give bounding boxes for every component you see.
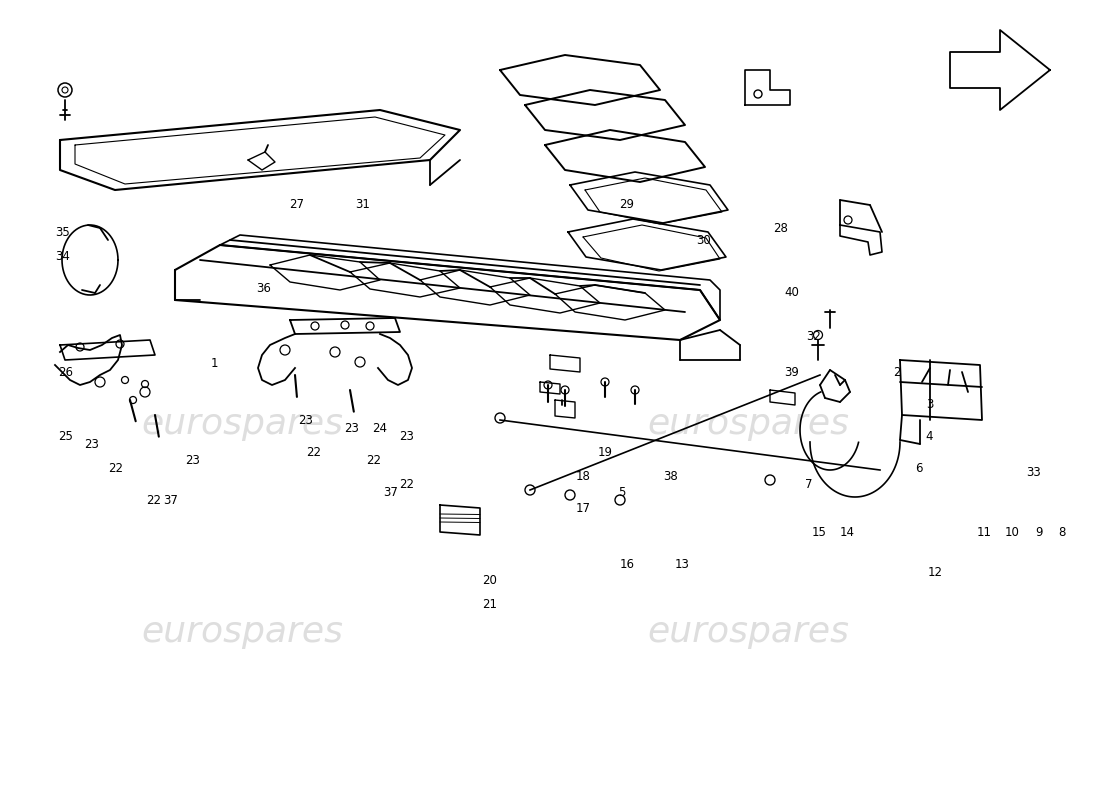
Text: 33: 33 <box>1026 466 1042 478</box>
Text: 35: 35 <box>55 226 70 238</box>
Text: 19: 19 <box>597 446 613 458</box>
Text: eurospares: eurospares <box>141 615 343 649</box>
Text: 12: 12 <box>927 566 943 578</box>
Text: 1: 1 <box>211 358 218 370</box>
Text: 30: 30 <box>696 234 712 246</box>
Text: 23: 23 <box>344 422 360 434</box>
Text: 15: 15 <box>812 526 827 538</box>
Text: 14: 14 <box>839 526 855 538</box>
Text: 4: 4 <box>926 430 933 442</box>
Text: 2: 2 <box>893 366 900 378</box>
Text: 36: 36 <box>256 282 272 294</box>
Text: 9: 9 <box>1036 526 1043 538</box>
Text: 22: 22 <box>399 478 415 490</box>
Text: 37: 37 <box>163 494 178 506</box>
Text: eurospares: eurospares <box>647 615 849 649</box>
Text: 5: 5 <box>618 486 625 498</box>
Text: 37: 37 <box>383 486 398 498</box>
Text: 40: 40 <box>784 286 800 298</box>
Text: 22: 22 <box>108 462 123 474</box>
Text: eurospares: eurospares <box>141 407 343 441</box>
Text: 34: 34 <box>55 250 70 262</box>
Text: 21: 21 <box>482 598 497 610</box>
Text: 23: 23 <box>84 438 99 450</box>
Text: 23: 23 <box>298 414 314 426</box>
Text: 11: 11 <box>977 526 992 538</box>
Text: 6: 6 <box>915 462 922 474</box>
Polygon shape <box>950 30 1050 110</box>
Text: 28: 28 <box>773 222 789 234</box>
Text: 20: 20 <box>482 574 497 586</box>
Text: 22: 22 <box>366 454 382 466</box>
Text: 10: 10 <box>1004 526 1020 538</box>
Text: 8: 8 <box>1058 526 1065 538</box>
Text: 18: 18 <box>575 470 591 482</box>
Text: 3: 3 <box>926 398 933 410</box>
Text: 23: 23 <box>399 430 415 442</box>
Text: eurospares: eurospares <box>647 407 849 441</box>
Text: 22: 22 <box>306 446 321 458</box>
Text: 17: 17 <box>575 502 591 514</box>
Text: 26: 26 <box>58 366 74 378</box>
Text: 16: 16 <box>619 558 635 570</box>
Text: 38: 38 <box>663 470 679 482</box>
Text: 23: 23 <box>185 454 200 466</box>
Text: 31: 31 <box>355 198 371 210</box>
Text: 27: 27 <box>289 198 305 210</box>
Text: 13: 13 <box>674 558 690 570</box>
Text: 32: 32 <box>806 330 822 342</box>
Text: 22: 22 <box>146 494 162 506</box>
Text: 24: 24 <box>372 422 387 434</box>
Text: 25: 25 <box>58 430 74 442</box>
Text: 39: 39 <box>784 366 800 378</box>
Text: 29: 29 <box>619 198 635 210</box>
Text: 7: 7 <box>805 478 812 490</box>
